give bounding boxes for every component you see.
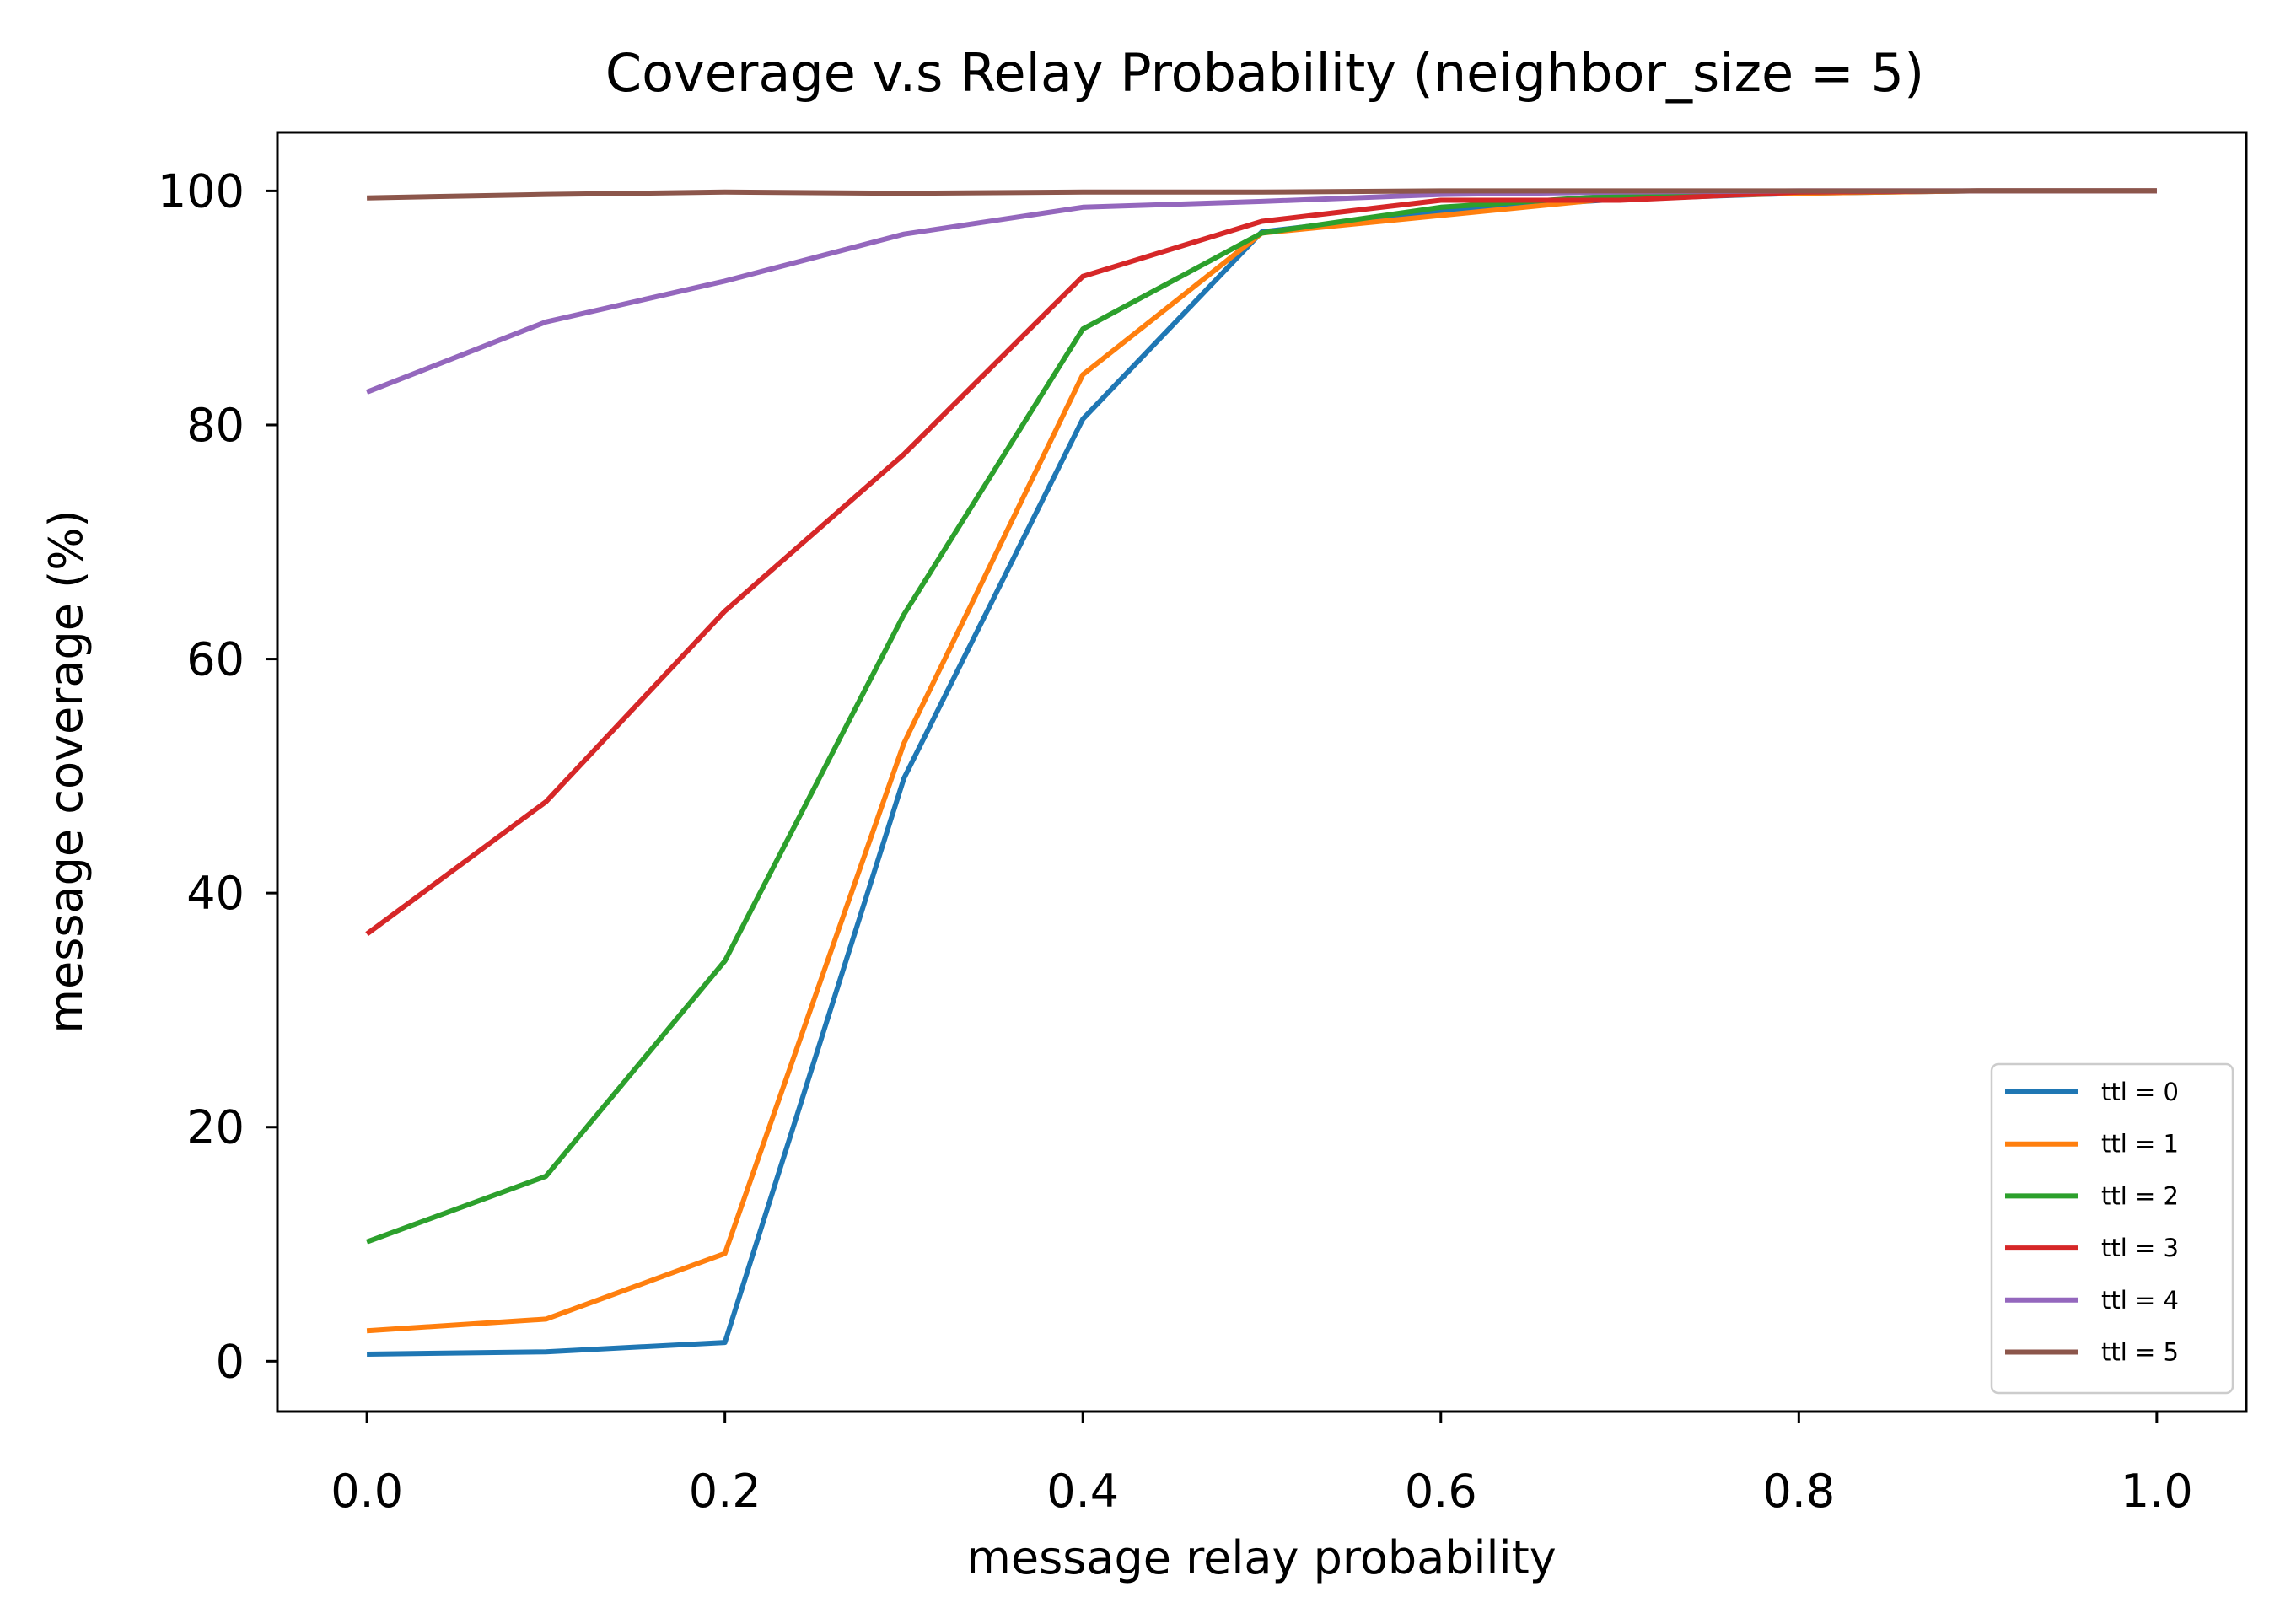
legend-label: ttl = 1 [2101, 1130, 2179, 1159]
y-tick-label: 0 [216, 1335, 245, 1388]
x-tick-label: 0.6 [1405, 1465, 1477, 1518]
legend-label: ttl = 5 [2101, 1338, 2179, 1367]
axes-frame [276, 131, 2248, 1413]
x-tick-label: 1.0 [2121, 1465, 2193, 1518]
legend-label: ttl = 2 [2101, 1181, 2179, 1210]
legend: ttl = 0 ttl = 1 ttl = 2 ttl = 3 ttl = 4 ttl =… [1990, 1062, 2234, 1395]
y-tick-label: 40 [186, 867, 245, 920]
x-tick-label: 0.8 [1762, 1465, 1835, 1518]
x-tick-label: 0.4 [1046, 1465, 1119, 1518]
y-tick-label: 80 [186, 399, 245, 452]
y-axis-label: message coverage (%) [40, 509, 93, 1033]
y-tick-label: 60 [186, 633, 245, 686]
y-tick-label: 20 [186, 1101, 245, 1154]
series-line-ttl-5 [367, 188, 2157, 201]
plot-area [365, 188, 2157, 1357]
axis-ticks: 0.0 0.2 0.4 0.6 0.8 1.0 0 20 40 60 80 100 [158, 164, 2193, 1518]
y-tick-label: 100 [158, 164, 245, 218]
legend-label: ttl = 4 [2101, 1286, 2179, 1315]
x-tick-label: 0.2 [689, 1465, 761, 1518]
legend-label: ttl = 3 [2101, 1234, 2179, 1262]
x-axis-label: message relay probability [966, 1531, 1556, 1584]
chart-title: Coverage v.s Relay Probability (neighbor… [605, 42, 1924, 104]
x-tick-label: 0.0 [331, 1465, 403, 1518]
legend-label: ttl = 0 [2101, 1078, 2179, 1106]
